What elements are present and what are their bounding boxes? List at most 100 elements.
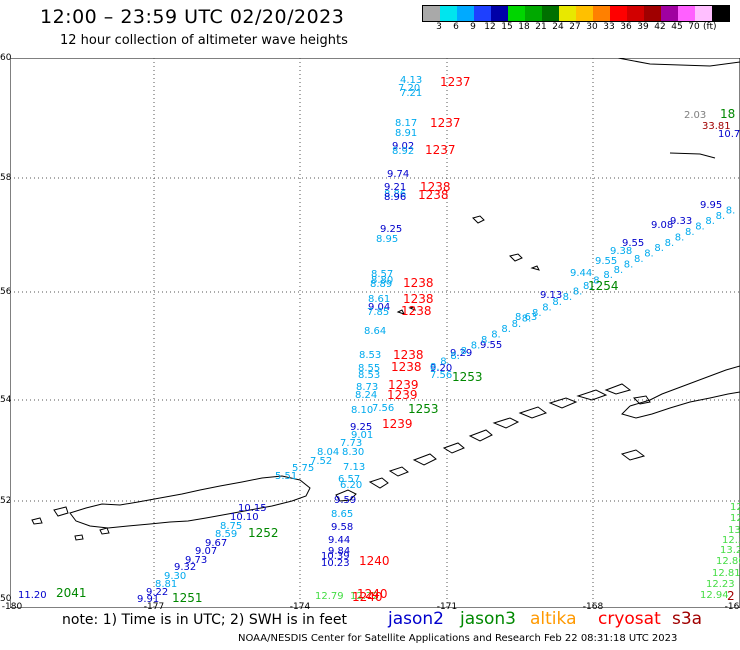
wave-height-label: 9.13 — [540, 290, 562, 301]
time-label: 2041 — [56, 586, 87, 600]
lat-label-60: 60 — [0, 53, 12, 63]
time-label: 2 — [727, 589, 735, 603]
wave-height-label: 9.01 — [351, 430, 373, 441]
color-swatch — [474, 6, 491, 21]
wave-height-label: 8.53 — [358, 370, 380, 381]
wave-height-label: 9.21 — [384, 182, 406, 193]
time-label: 1252 — [248, 526, 279, 540]
wave-height-label: 8.17 — [395, 118, 417, 129]
lat-label-56: 56 — [0, 287, 12, 297]
wave-height-label: 8. — [573, 286, 583, 297]
wave-height-label: 9.58 — [331, 522, 353, 533]
wave-height-label: 9.25 — [350, 422, 372, 433]
wave-height-label: 9.84 — [328, 546, 350, 557]
wave-height-label: 8.92 — [392, 146, 414, 157]
wave-height-label: 5.75 — [292, 463, 314, 474]
wave-height-label: 9.38 — [610, 246, 632, 257]
wave-height-label: 8. — [430, 362, 440, 373]
wave-height-label: 8.10 — [351, 405, 373, 416]
lon-label-165w: -16 — [724, 602, 740, 612]
wave-height-label: 8. — [614, 265, 624, 276]
wave-height-label: 8.61 — [368, 294, 390, 305]
wave-height-label: 8.24 — [355, 390, 377, 401]
time-label: 1238 — [393, 348, 424, 362]
time-label: 1239 — [382, 417, 413, 431]
color-scale-labels: 3 6 9 12 15 18 21 24 27 30 33 36 39 42 45 70 — [422, 22, 740, 34]
wave-height-label: 8.96 — [384, 192, 406, 203]
wave-height-label: 8.81 — [155, 579, 177, 590]
wave-height-label: 7.13 — [343, 462, 365, 473]
credit-line: NOAA/NESDIS Center for Satellite Applica… — [238, 633, 678, 644]
wave-height-label: 12. — [730, 513, 740, 524]
color-swatch — [423, 6, 440, 21]
wave-height-label: 33.81 — [702, 121, 731, 132]
wave-height-label: 11.20 — [18, 590, 47, 601]
wave-height-label: 12.39 — [722, 535, 740, 546]
wave-height-label: 12.81 — [712, 568, 740, 579]
wave-height-label: 8. — [634, 254, 644, 265]
wave-height-label: 8. — [624, 259, 634, 270]
wave-height-label: 9.55 — [595, 256, 617, 267]
color-swatch — [593, 6, 610, 21]
time-label: 1239 — [388, 378, 419, 392]
wave-height-label: 8. — [603, 270, 613, 281]
wave-height-label: 6.57 — [338, 474, 360, 485]
wave-height-label: 12.94 — [700, 590, 729, 601]
wave-height-label: 9.08 — [651, 220, 673, 231]
color-swatch — [627, 6, 644, 21]
wave-height-label: 9.73 — [185, 555, 207, 566]
wave-height-label: 8.73 — [356, 382, 378, 393]
color-scale-tick: 21 — [535, 22, 547, 32]
lat-lon-grid — [10, 58, 740, 608]
wave-height-label: 8.95 — [376, 234, 398, 245]
time-label: 1237 — [430, 116, 461, 130]
wave-height-label: 8. — [583, 281, 593, 292]
color-swatch — [440, 6, 457, 21]
wave-height-label: 7.73 — [340, 438, 362, 449]
wave-height-label: 8. — [481, 335, 491, 346]
wave-height-label: 8.91 — [395, 128, 417, 139]
color-scale-tick: 42 — [654, 22, 666, 32]
color-swatch — [644, 6, 661, 21]
color-swatch — [559, 6, 576, 21]
wave-height-label: 12.23 — [706, 579, 735, 590]
wave-height-label: 10.15 — [238, 503, 267, 514]
time-label: 1239 — [387, 388, 418, 402]
wave-height-label: 7.21 — [400, 88, 422, 99]
lon-label-177w: -177 — [143, 602, 165, 612]
legend-s3a: s3a — [672, 609, 703, 629]
time-label: 1251 — [172, 591, 203, 605]
color-swatch — [542, 6, 559, 21]
wave-height-label: 9.07 — [195, 546, 217, 557]
color-swatch — [610, 6, 627, 21]
wave-height-label: 8.89 — [370, 279, 392, 290]
wave-height-label: 8. — [644, 249, 654, 260]
wave-height-label: 9.55 — [480, 340, 502, 351]
wave-height-label: 8. — [695, 222, 705, 233]
color-swatch — [678, 6, 695, 21]
time-label: 1240 — [357, 587, 388, 601]
wave-height-observations: 4.137.207.21 8.178.91 9.028.92 9.74 9.218.86… — [18, 75, 740, 605]
color-scale-tick: 30 — [586, 22, 598, 32]
page-subtitle: 12 hour collection of altimeter wave hei… — [60, 33, 348, 48]
wave-height-label: 8.80 — [371, 275, 393, 286]
wave-height-label: 9.30 — [164, 571, 186, 582]
lon-label-174w: -174 — [289, 602, 311, 612]
wave-height-label: 8. — [471, 340, 481, 351]
wave-height-label: 9.20 — [430, 363, 452, 374]
units-note: note: 1) Time is in UTC; 2) SWH is in fe… — [62, 612, 348, 628]
wave-height-label: 9.95 — [700, 200, 722, 211]
wave-height-label: 12.80 — [716, 556, 740, 567]
wave-height-label: 8. — [532, 308, 542, 319]
time-label: 1238 — [420, 180, 451, 194]
color-scale-bar — [422, 5, 730, 22]
wave-height-label: 9.74 — [387, 169, 409, 180]
page-title: 12:00 – 23:59 UTC 02/20/2023 — [40, 6, 345, 28]
time-label: 18 — [720, 107, 735, 121]
color-swatch — [576, 6, 593, 21]
coastline — [31, 58, 740, 541]
color-scale-tick: 70 — [688, 22, 700, 32]
wave-height-label: 8.30 — [342, 447, 364, 458]
wave-height-label: 9.29 — [450, 348, 472, 359]
color-swatch — [491, 6, 508, 21]
